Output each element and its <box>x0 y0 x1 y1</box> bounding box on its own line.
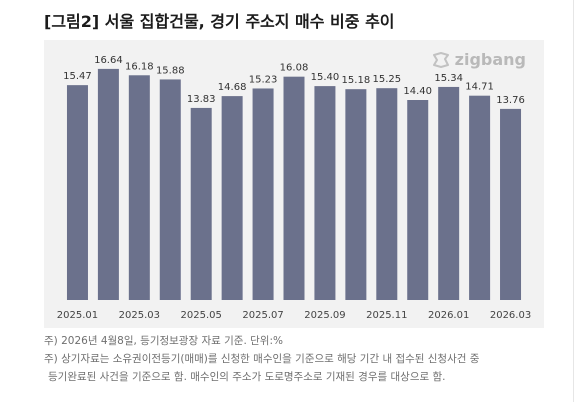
value-label-2026.03: 13.76 <box>496 95 525 106</box>
bar-2025.02 <box>97 68 119 300</box>
value-label-2025.04: 15.88 <box>156 65 185 76</box>
bar-2025.10 <box>345 89 367 300</box>
bar-2025.11 <box>376 88 398 300</box>
zigbang-logo: zigbang <box>431 50 526 69</box>
method-note-line-2: 등기완료된 사건을 기준으로 함. 매수인의 주소가 도로명주소로 기재된 경우… <box>48 371 446 383</box>
zigbang-logo-icon <box>432 51 449 68</box>
page-edge-divider <box>573 0 574 402</box>
value-label-2025.06: 14.68 <box>218 82 247 93</box>
value-label-2025.08: 16.08 <box>280 63 309 74</box>
bar-2025.09 <box>314 86 336 300</box>
bar-2026.02 <box>469 95 491 300</box>
value-label-2026.02: 14.71 <box>465 82 494 93</box>
bar-2025.12 <box>407 100 429 300</box>
value-label-2025.05: 13.83 <box>187 94 216 105</box>
value-label-2025.10: 15.18 <box>342 75 371 86</box>
value-label-2025.07: 15.23 <box>249 74 278 85</box>
footnotes: 주) 2026년 4월8일, 등기정보광장 자료 기준. 단위:% 주) 상기자… <box>44 332 569 386</box>
value-label-2025.09: 15.40 <box>311 72 340 83</box>
x-tick-2025.03: 2025.03 <box>119 310 160 321</box>
bar-2025.06 <box>221 96 243 300</box>
bar-2025.07 <box>252 88 274 300</box>
bar-2026.01 <box>438 86 460 300</box>
x-tick-2025.07: 2025.07 <box>242 310 283 321</box>
x-tick-2025.05: 2025.05 <box>181 310 222 321</box>
x-tick-2025.11: 2025.11 <box>366 310 407 321</box>
bar-2025.08 <box>283 76 305 300</box>
x-tick-2025.01: 2025.01 <box>57 310 98 321</box>
value-label-2025.11: 15.25 <box>372 74 401 85</box>
method-note-line-1: 주) 상기자료는 소유권이전등기(매매)를 신청한 매수인을 기준으로 해당 기… <box>44 353 480 365</box>
value-label-2025.03: 16.18 <box>125 61 154 72</box>
x-tick-2026.03: 2026.03 <box>490 310 531 321</box>
bar-2025.03 <box>128 75 150 300</box>
chart-title: [그림2] 서울 집합건물, 경기 주소지 매수 비중 추이 <box>44 12 395 31</box>
bar-2026.03 <box>500 108 522 300</box>
logo-text: zigbang <box>454 50 526 69</box>
bar-2025.05 <box>190 107 212 300</box>
chart-area: 15.47 16.64 16.18 15.88 13.83 14.68 15.23 16.08… <box>44 40 544 328</box>
source-note: 주) 2026년 4월8일, 등기정보광장 자료 기준. 단위:% <box>44 335 283 347</box>
value-label-2025.02: 16.64 <box>94 55 123 66</box>
x-tick-2026.01: 2026.01 <box>428 310 469 321</box>
value-label-2025.12: 14.40 <box>403 86 432 97</box>
value-label-2025.01: 15.47 <box>63 71 92 82</box>
bar-2025.01 <box>66 85 88 300</box>
value-label-2026.01: 15.34 <box>434 73 463 84</box>
x-tick-2025.09: 2025.09 <box>304 310 345 321</box>
bar-2025.04 <box>159 79 181 300</box>
